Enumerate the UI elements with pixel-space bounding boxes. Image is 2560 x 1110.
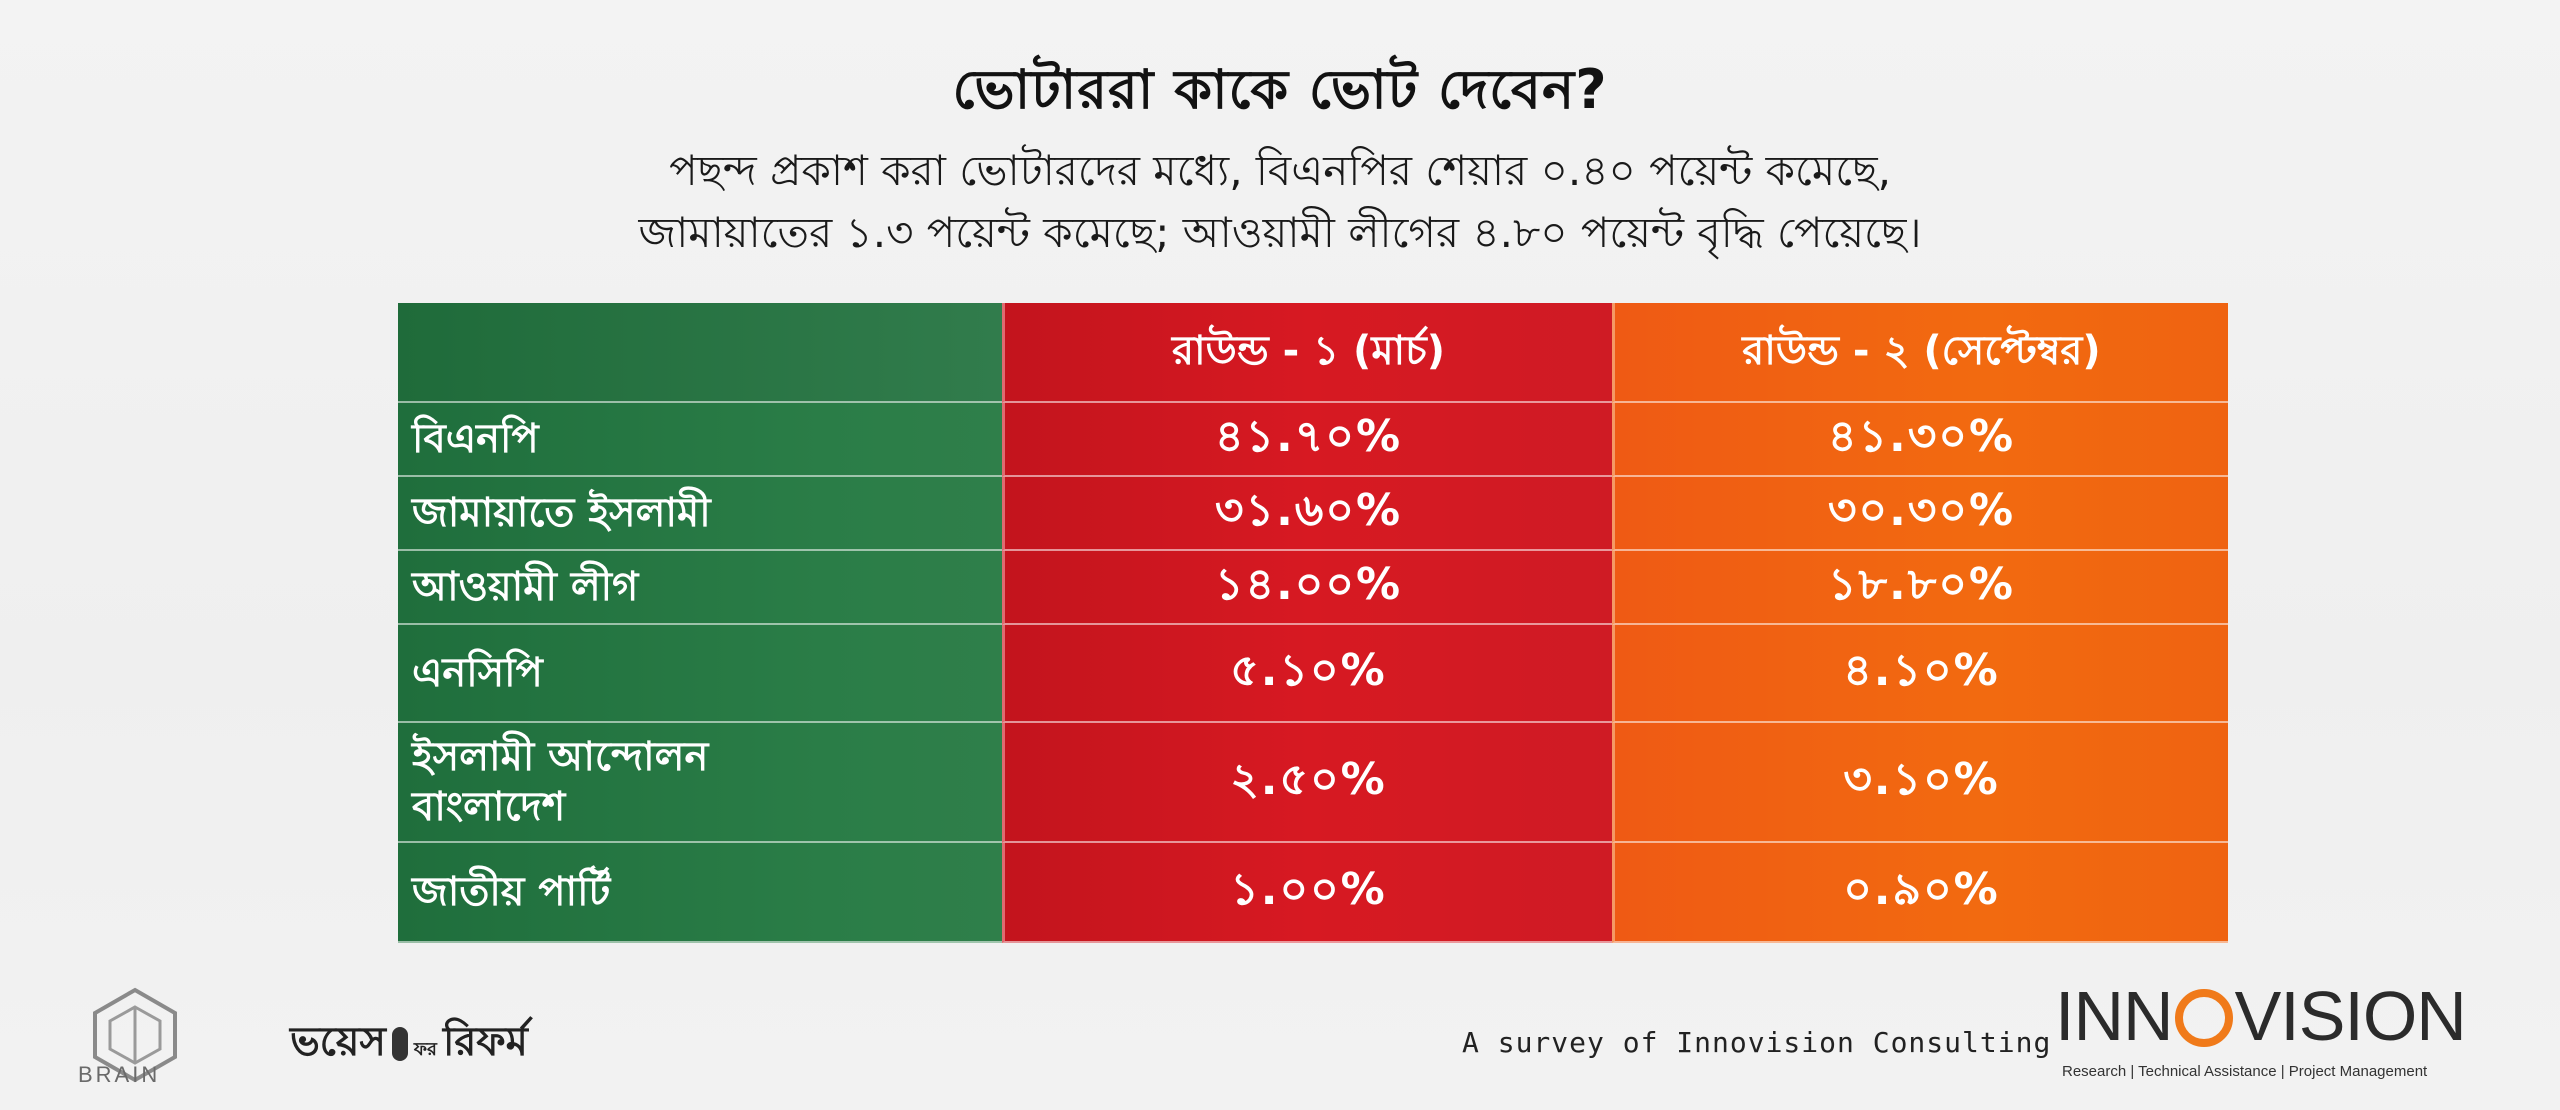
subtitle: পছন্দ প্রকাশ করা ভোটারদের মধ্যে, বিএনপির… bbox=[0, 140, 2560, 264]
voice-reform-left: ভয়েস bbox=[290, 1019, 386, 1065]
round-2-value: ০.৯০% bbox=[1612, 843, 2228, 943]
party-name: জাতীয় পার্টি bbox=[398, 843, 1002, 943]
subtitle-line-2: জামায়াতের ১.৩ পয়েন্ট কমেছে; আওয়ামী লী… bbox=[638, 208, 1922, 257]
party-name: বিএনপি bbox=[398, 403, 1002, 477]
round-2-value: ৪.১০% bbox=[1612, 625, 2228, 723]
table-header-round-2: রাউন্ড - ২ (সেপ্টেম্বর) bbox=[1612, 303, 2228, 403]
brain-logo bbox=[93, 987, 177, 1083]
innovision-tagline: Research | Technical Assistance | Projec… bbox=[2062, 1063, 2428, 1080]
results-table: রাউন্ড - ১ (মার্চ) রাউন্ড - ২ (সেপ্টেম্ব… bbox=[398, 303, 2228, 943]
innovision-right: VISION bbox=[2234, 977, 2467, 1055]
table-header-party bbox=[398, 303, 1002, 403]
subtitle-line-1: পছন্দ প্রকাশ করা ভোটারদের মধ্যে, বিএনপির… bbox=[669, 146, 1891, 195]
voice-for-reform-logo: ভয়েস ফর রিফর্ম bbox=[290, 1010, 528, 1077]
round-1-value: ২.৫০% bbox=[1002, 723, 1612, 843]
brain-label: BRAIN bbox=[78, 1062, 161, 1087]
innovision-logo: INN VISION bbox=[2055, 976, 2467, 1056]
page-title: ভোটাররা কাকে ভোট দেবেন? bbox=[952, 58, 1608, 121]
voice-reform-mid: ফর bbox=[413, 1039, 437, 1060]
innovision-left: INN bbox=[2055, 977, 2174, 1055]
round-1-value: ৪১.৭০% bbox=[1002, 403, 1612, 477]
survey-credit: A survey of Innovision Consulting bbox=[1462, 1026, 2052, 1059]
round-2-value: ৩.১০% bbox=[1612, 723, 2228, 843]
round-2-value: ৩০.৩০% bbox=[1612, 477, 2228, 551]
party-name: এনসিপি bbox=[398, 625, 1002, 723]
innovision-ring-icon bbox=[2174, 988, 2233, 1047]
round-1-value: ১৪.০০% bbox=[1002, 551, 1612, 625]
table-header-round-1: রাউন্ড - ১ (মার্চ) bbox=[1002, 303, 1612, 403]
round-2-value: ৪১.৩০% bbox=[1612, 403, 2228, 477]
round-2-value: ১৮.৮০% bbox=[1612, 551, 2228, 625]
party-name: জামায়াতে ইসলামী bbox=[398, 477, 1002, 551]
microphone-icon bbox=[391, 1027, 408, 1061]
round-1-value: ৩১.৬০% bbox=[1002, 477, 1612, 551]
round-1-value: ৫.১০% bbox=[1002, 625, 1612, 723]
voice-reform-right: রিফর্ম bbox=[442, 1019, 528, 1065]
party-name: আওয়ামী লীগ bbox=[398, 551, 1002, 625]
party-name: ইসলামী আন্দোলন বাংলাদেশ bbox=[398, 723, 1002, 843]
round-1-value: ১.০০% bbox=[1002, 843, 1612, 943]
